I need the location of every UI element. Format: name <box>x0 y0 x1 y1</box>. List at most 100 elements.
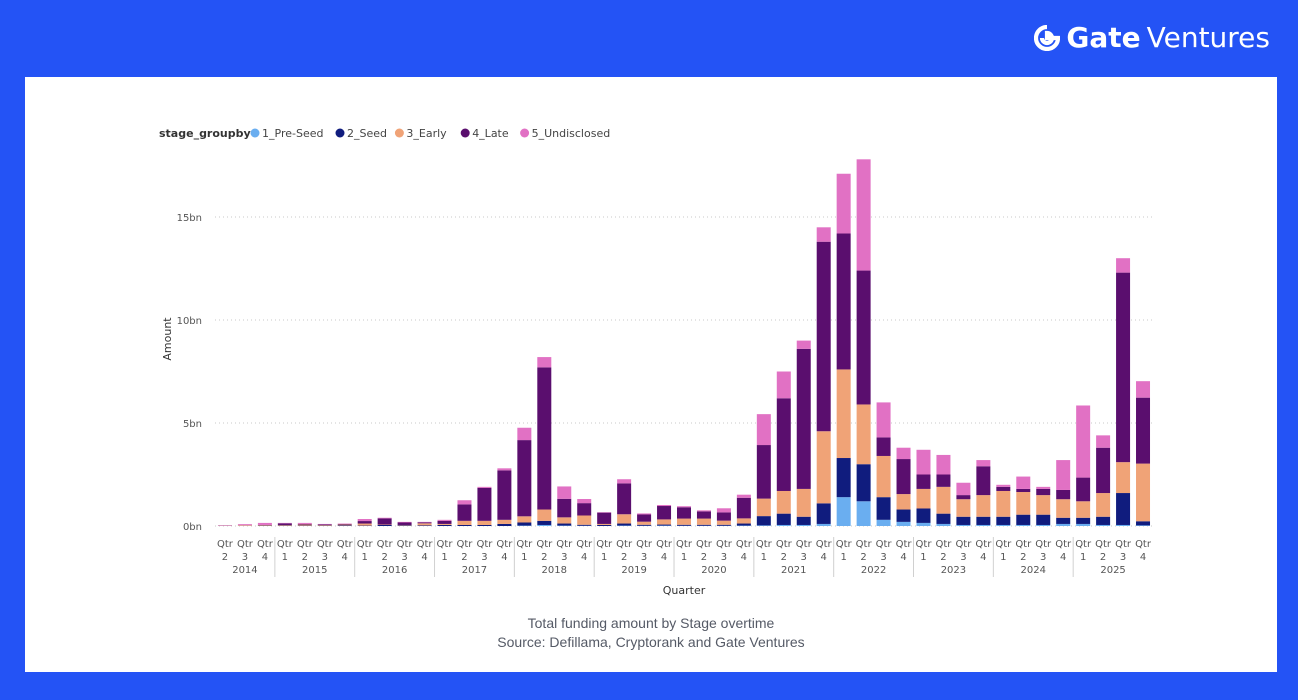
bar-segment <box>477 487 492 521</box>
bar-segment <box>317 524 332 525</box>
bar-segment <box>357 518 372 522</box>
x-tick-prefix: Qtr <box>935 539 952 550</box>
x-tick-quarter: 4 <box>661 552 667 563</box>
x-tick-prefix: Qtr <box>916 539 933 550</box>
x-tick-quarter: 4 <box>1140 552 1146 563</box>
bar-segment <box>856 464 871 502</box>
bar-segment <box>517 440 532 517</box>
bar-segment <box>257 522 272 525</box>
bar-segment <box>956 499 971 517</box>
bar-segment <box>956 516 971 525</box>
bar-segment <box>1076 523 1091 526</box>
bar-segment <box>836 458 851 498</box>
bar-segment <box>277 524 292 526</box>
bar-segment <box>816 523 831 526</box>
bar-segment <box>677 507 691 519</box>
x-tick-quarter: 4 <box>501 552 507 563</box>
bar-segment <box>437 520 452 524</box>
x-tick-prefix: Qtr <box>1075 539 1092 550</box>
bar-segment <box>936 513 951 524</box>
bar-segment <box>816 503 831 524</box>
y-tick-label: 5bn <box>183 419 202 430</box>
bar-segment <box>537 357 552 368</box>
x-tick-quarter: 4 <box>980 552 986 563</box>
bar-segment <box>876 455 891 498</box>
bar-segment <box>976 466 991 496</box>
x-tick-prefix: Qtr <box>237 539 254 550</box>
x-tick-prefix: Qtr <box>736 539 753 550</box>
y-tick-label: 0bn <box>183 522 202 533</box>
x-tick-prefix: Qtr <box>1015 539 1032 550</box>
bar-segment <box>677 506 691 508</box>
bar-segment <box>397 521 412 523</box>
x-tick-quarter: 1 <box>521 552 527 563</box>
x-year-label: 2022 <box>861 565 886 576</box>
x-tick-prefix: Qtr <box>816 539 833 550</box>
brand-name: Gate <box>1066 21 1141 54</box>
bar-segment <box>916 449 931 475</box>
bar-segment <box>1036 486 1051 489</box>
bar-segment <box>816 431 831 504</box>
bar-segment <box>497 523 512 526</box>
x-tick-prefix: Qtr <box>796 539 813 550</box>
bar-segment <box>996 486 1011 491</box>
bar-segment <box>716 520 731 525</box>
bar-segment <box>916 488 931 509</box>
bar-segment <box>1096 524 1111 526</box>
bar-segment <box>497 468 512 471</box>
x-tick-quarter: 1 <box>441 552 447 563</box>
bar-segment <box>1096 516 1111 525</box>
x-tick-quarter: 2 <box>781 552 787 563</box>
bar-segment <box>597 512 612 524</box>
bar-segment <box>537 509 552 521</box>
bar-segment <box>277 523 292 525</box>
x-tick-prefix: Qtr <box>536 539 553 550</box>
bar-segment <box>996 490 1011 517</box>
x-tick-quarter: 3 <box>721 552 727 563</box>
x-tick-quarter: 2 <box>860 552 866 563</box>
bar-segment <box>776 524 791 526</box>
bar-segment <box>936 474 951 487</box>
x-tick-prefix: Qtr <box>297 539 314 550</box>
bar-segment <box>796 516 811 525</box>
bar-segment <box>1076 501 1091 518</box>
y-tick-label: 10bn <box>177 316 202 327</box>
bar-segment <box>776 513 791 525</box>
x-tick-prefix: Qtr <box>437 539 454 550</box>
x-tick-prefix: Qtr <box>277 539 294 550</box>
bar-segment <box>1136 397 1151 464</box>
bar-segment <box>756 525 771 526</box>
bar-segment <box>756 498 771 517</box>
x-tick-quarter: 2 <box>222 552 228 563</box>
bar-segment <box>477 524 492 526</box>
bar-segment <box>457 500 472 505</box>
x-tick-prefix: Qtr <box>257 539 274 550</box>
legend-marker-3-early <box>394 128 404 138</box>
x-tick-prefix: Qtr <box>856 539 873 550</box>
x-year-label: 2021 <box>781 565 806 576</box>
x-tick-prefix: Qtr <box>317 539 334 550</box>
bar-segment <box>1056 489 1071 500</box>
bar-segment <box>457 524 472 526</box>
bar-segment <box>796 488 811 517</box>
bar-segment <box>417 523 432 526</box>
bar-segment <box>776 371 791 399</box>
x-tick-quarter: 4 <box>342 552 348 563</box>
bar-segment <box>617 483 632 515</box>
x-tick-prefix: Qtr <box>716 539 733 550</box>
x-tick-quarter: 4 <box>900 552 906 563</box>
bar-segment <box>896 494 911 510</box>
legend-label: 2_Seed <box>347 127 387 140</box>
bar-segment <box>736 494 751 498</box>
bar-segment <box>1056 460 1071 490</box>
bar-segment <box>856 404 871 465</box>
x-tick-quarter: 1 <box>1000 552 1006 563</box>
bar-segment <box>1116 462 1131 494</box>
bar-segment <box>637 514 652 522</box>
bar-segment <box>976 524 991 526</box>
bar-segment <box>657 506 672 520</box>
bar-segment <box>1056 523 1071 526</box>
bar-segment <box>716 524 731 526</box>
bar-segment <box>876 437 891 456</box>
bar-segment <box>337 523 352 525</box>
